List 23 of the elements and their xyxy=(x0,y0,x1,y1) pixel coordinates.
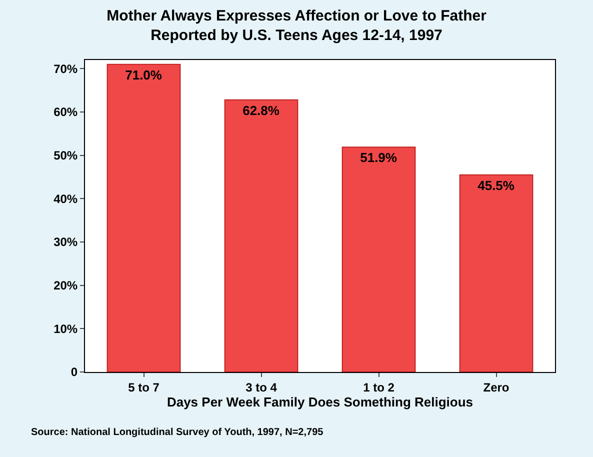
x-tick-label: 1 to 2 xyxy=(363,380,395,394)
y-tick-label: 10% xyxy=(54,322,78,336)
y-tick-label: 20% xyxy=(54,278,78,293)
data-label: 51.9% xyxy=(360,150,398,166)
bar xyxy=(224,99,298,372)
y-tick-label: 50% xyxy=(54,148,78,163)
data-label: 45.5% xyxy=(478,178,515,193)
y-tick-label: 30% xyxy=(54,235,78,250)
x-tick-label: 5 to 7 xyxy=(128,380,160,394)
data-label: 62.8% xyxy=(242,102,280,118)
x-axis-title: Days Per Week Family Does Something Religious xyxy=(166,394,474,410)
source-note: Source: National Longitudinal Survey of Youth, 1997, N=2,795 xyxy=(31,427,324,438)
y-tick-label: 0 xyxy=(70,365,78,380)
y-tick-label: 40% xyxy=(54,192,78,206)
y-tick-label: 60% xyxy=(54,105,78,120)
x-tick-label: Zero xyxy=(483,380,510,394)
bar xyxy=(459,174,534,372)
bar xyxy=(342,146,416,372)
chart-title: Mother Always Expresses Affection or Love to Father Reported by U.S. Teens Ages 12-14, 1997 xyxy=(106,8,487,44)
y-tick-label: 70% xyxy=(54,62,78,76)
x-tick-label: 3 to 4 xyxy=(246,380,278,394)
bar xyxy=(106,64,181,372)
data-label: 71.0% xyxy=(125,67,162,82)
